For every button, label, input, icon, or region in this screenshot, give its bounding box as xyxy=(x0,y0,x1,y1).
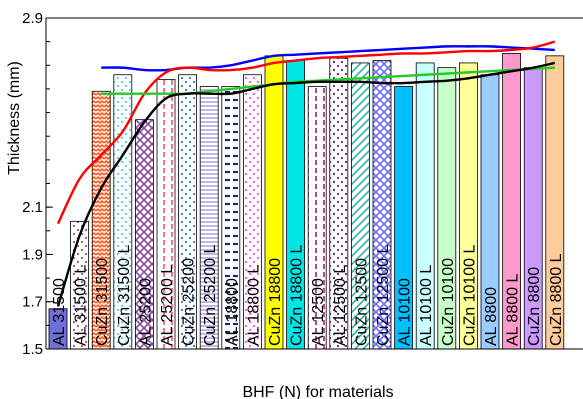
bar-label-9: AL 18800 xyxy=(224,278,241,346)
bar-labels-layer: AL 31500 AL 31500 L CuZn 31500 CuZn 31500 L… xyxy=(51,244,565,346)
y-axis-title: Thickness (mm) xyxy=(6,61,23,175)
bar-label-5: AL 25200 xyxy=(137,278,154,346)
bar-label-21: AL 8800 xyxy=(483,287,500,346)
series-line-2 xyxy=(56,40,556,225)
bar-label-3: CuZn 31500 xyxy=(94,258,111,346)
bar-label-22: AL 8800 L xyxy=(505,274,522,346)
bar-label-12: CuZn 18800 L xyxy=(289,244,306,346)
bar-label-19: CuZn 10100 xyxy=(440,258,457,346)
bars-layer xyxy=(48,53,565,350)
bar-label-8: CuZn 25200 L xyxy=(202,244,219,346)
bar-label-14: AL 12500 L xyxy=(332,265,349,346)
bar-label-10: AL 18800 L xyxy=(245,265,262,346)
bar-label-20: CuZn 10100 L xyxy=(461,244,478,346)
series-line-4 xyxy=(56,61,556,307)
y-tick-label: 2.9 xyxy=(22,10,43,27)
bar-label-13: AL 12500 xyxy=(310,278,327,346)
bar-label-18: AL 10100 L xyxy=(418,265,435,346)
y-tick-label: 1.7 xyxy=(22,294,43,311)
bar-label-11: CuZn 18800 xyxy=(267,258,284,346)
series-lines-layer xyxy=(56,40,556,307)
bar-label-15: CuZn 12500 xyxy=(353,258,370,346)
bar-label-2: AL 31500 L xyxy=(73,265,90,346)
bar-label-4: CuZn 31500 L xyxy=(116,244,133,346)
y-tick-label: 1.5 xyxy=(22,341,43,358)
y-tick-label: 2.1 xyxy=(22,199,43,216)
bar-label-24: CuZn 8800 L xyxy=(548,253,565,346)
bar-label-17: AL 10100 xyxy=(397,278,414,346)
bar-label-1: AL 31500 xyxy=(51,278,68,346)
bar-label-23: CuZn 8800 xyxy=(526,267,543,346)
bar-label-7: CuZn 25200 xyxy=(181,258,198,346)
axes-layer: 1.5 1.7 1.9 2.1 2.9 xyxy=(22,10,583,358)
bar-label-16: CuZn 12500 L xyxy=(375,244,392,346)
bar-label-6: AL 25200 L xyxy=(159,265,176,346)
y-tick-label: 1.9 xyxy=(22,246,43,263)
x-axis-title: BHF (N) for materials xyxy=(242,384,393,399)
